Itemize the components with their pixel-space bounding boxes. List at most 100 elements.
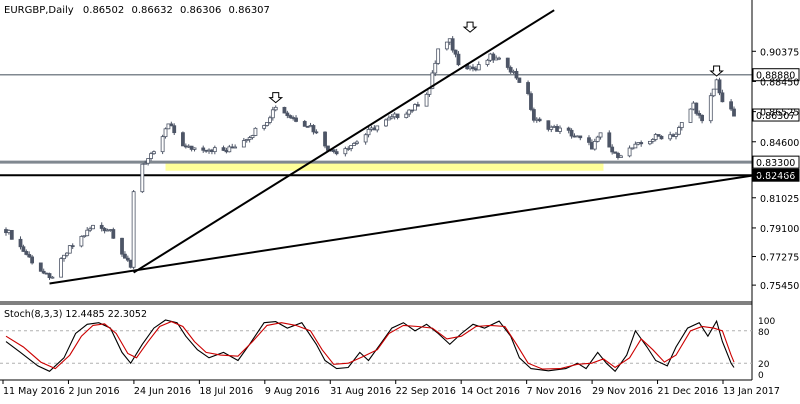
price-tick-label: 0.88450 (760, 77, 799, 88)
candle-body (41, 270, 46, 274)
candle-body (123, 253, 127, 259)
candle-body (613, 151, 617, 154)
candle-body (529, 93, 533, 110)
candle-body (650, 139, 655, 142)
candle-body (729, 101, 733, 110)
candle-body (349, 145, 354, 149)
level-price-label: 0.82466 (756, 171, 795, 182)
candle-body (247, 137, 252, 140)
candle-body (514, 70, 519, 79)
candle-body (88, 228, 93, 231)
stoch-tick-label: 100 (758, 317, 775, 327)
candle-body (618, 155, 623, 158)
candle-body (610, 146, 615, 153)
candle-body (125, 257, 130, 261)
candle-body (146, 158, 151, 164)
candle-body (67, 245, 72, 254)
candle-body (674, 133, 678, 137)
candle-body (592, 141, 597, 150)
candle-body (384, 119, 388, 127)
price-tick-label: 0.81025 (760, 194, 799, 205)
candle-body (294, 117, 298, 122)
date-tick-label: 14 Oct 2016 (461, 386, 520, 397)
candle-body (407, 109, 412, 115)
candle-body (694, 102, 699, 114)
candle-body (471, 66, 475, 70)
candle-body (616, 152, 620, 158)
candle-body (537, 118, 542, 122)
stochastic-label: Stoch(8,3,3) 12.4485 22.3052 (4, 309, 147, 320)
candle-body (676, 127, 681, 135)
candle-body (314, 131, 319, 134)
stoch-series-main (5, 319, 735, 373)
support-zone-layer (165, 162, 604, 171)
candle-body (82, 235, 87, 238)
candle-body (639, 142, 644, 145)
candle-body (70, 245, 75, 248)
candle-body (389, 116, 394, 119)
candle-body (9, 229, 14, 240)
trendlines-layer (49, 9, 761, 285)
stochastic-layer: 80 20 100 0 (0, 317, 775, 381)
candle-body (21, 246, 26, 252)
candle-body (508, 67, 513, 73)
date-tick-label: 29 Nov 2016 (592, 386, 653, 397)
candle-body (549, 126, 554, 130)
level-lines-layer: 0.88880 0.86307 0.83300 0.82466 (0, 68, 800, 182)
candle-body (163, 128, 168, 138)
candle-body (720, 92, 725, 103)
candle-body (212, 147, 217, 153)
candle-body (433, 62, 438, 74)
candle-body (288, 115, 293, 118)
candle-body (79, 236, 84, 247)
candle-body (102, 228, 107, 232)
candle-body (181, 132, 185, 147)
candle-body (192, 147, 197, 150)
candle-body (172, 125, 177, 134)
price-tick-label: 0.77275 (760, 253, 799, 264)
candle-body (201, 147, 206, 151)
candle-body (679, 122, 684, 128)
date-tick-label: 11 May 2016 (3, 386, 65, 397)
candle-body (166, 123, 171, 130)
candle-body (131, 191, 136, 268)
candle-body (363, 134, 368, 143)
candle-body (404, 113, 409, 118)
candle-body (366, 129, 371, 136)
candle-body (424, 93, 429, 107)
candle-body (415, 104, 420, 107)
level-price-label: 0.83300 (756, 158, 795, 169)
candle-body (160, 136, 165, 153)
candle-body (711, 88, 716, 97)
candle-body (282, 106, 287, 114)
candle-body (334, 151, 339, 155)
stoch-series-signal (5, 321, 735, 370)
price-tick-label: 0.84600 (760, 138, 799, 149)
candle-body (24, 251, 29, 255)
candle-body (630, 147, 635, 150)
stoch-tick-label: 0 (758, 371, 764, 381)
candle-body (485, 59, 490, 65)
date-tick-label: 31 Aug 2016 (330, 386, 391, 397)
date-tick-label: 18 Jul 2016 (199, 386, 253, 397)
candle-body (708, 95, 713, 122)
candle-body (430, 72, 435, 89)
candle-body (227, 146, 232, 153)
candle-body (697, 113, 702, 116)
arrow-down-icon (268, 92, 284, 104)
candle-body (285, 112, 290, 116)
date-tick-label: 7 Nov 2016 (527, 386, 582, 397)
level-price-box (752, 68, 800, 82)
candle-body (395, 113, 400, 118)
candle-body (270, 109, 275, 119)
candle-body (413, 104, 417, 111)
candle-body (323, 131, 327, 147)
candle-body (517, 77, 522, 83)
candle-body (476, 64, 481, 71)
candle-body (18, 238, 23, 248)
candle-body (497, 57, 501, 60)
candle-body (633, 143, 638, 149)
candle-body (111, 229, 116, 239)
level-price-label: 0.86307 (756, 111, 795, 122)
